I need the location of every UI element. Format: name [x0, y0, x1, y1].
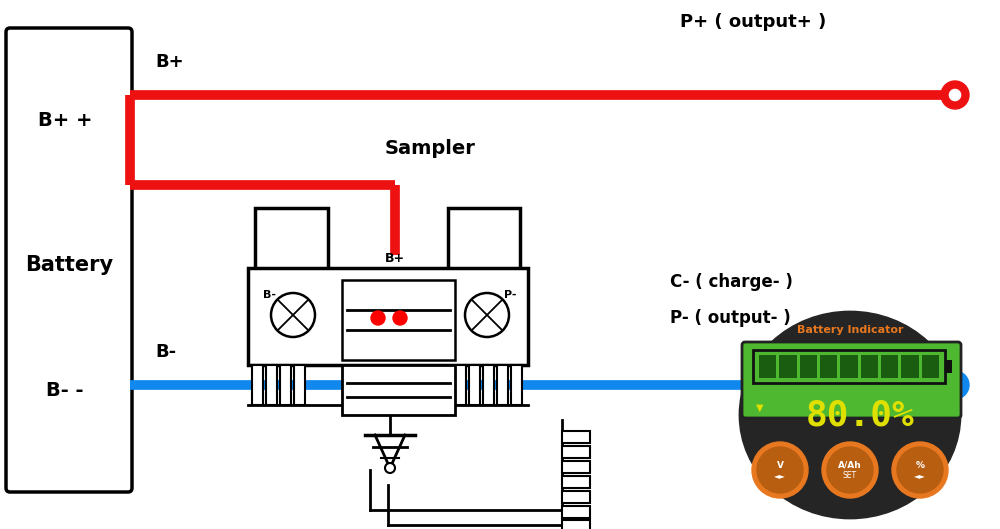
FancyBboxPatch shape	[255, 208, 328, 272]
Circle shape	[822, 442, 878, 498]
Bar	[800, 355, 817, 378]
Bar	[759, 355, 776, 378]
Circle shape	[892, 442, 948, 498]
Bar	[840, 355, 858, 378]
Circle shape	[385, 463, 395, 473]
Text: ◄►: ◄►	[914, 471, 926, 480]
Text: ▼: ▼	[756, 403, 764, 413]
FancyBboxPatch shape	[342, 365, 455, 415]
Circle shape	[949, 89, 961, 101]
Bar	[455, 365, 466, 405]
Bar	[861, 355, 878, 378]
Bar	[266, 365, 277, 405]
Text: ◄►: ◄►	[774, 471, 786, 480]
Text: V: V	[776, 461, 784, 470]
Bar	[294, 365, 305, 405]
Circle shape	[941, 81, 969, 109]
Bar	[562, 491, 590, 503]
FancyBboxPatch shape	[753, 350, 945, 383]
Text: B-: B-	[155, 343, 176, 361]
Bar	[562, 476, 590, 488]
FancyBboxPatch shape	[342, 280, 455, 360]
Bar	[562, 520, 590, 529]
FancyBboxPatch shape	[248, 268, 528, 365]
Text: Battery: Battery	[25, 255, 113, 275]
Text: B+: B+	[155, 53, 184, 71]
FancyBboxPatch shape	[6, 28, 132, 492]
Circle shape	[897, 447, 943, 493]
Bar	[562, 446, 590, 458]
Bar	[820, 355, 837, 378]
Text: B- -: B- -	[46, 380, 84, 399]
Text: P-: P-	[504, 290, 516, 300]
Bar	[511, 365, 522, 405]
Text: Battery Indicator: Battery Indicator	[797, 325, 903, 335]
Text: P- ( output- ): P- ( output- )	[670, 309, 791, 327]
Circle shape	[371, 311, 385, 325]
Bar	[497, 365, 508, 405]
Bar	[483, 365, 494, 405]
Text: B-: B-	[264, 290, 276, 300]
Circle shape	[949, 379, 961, 390]
Bar	[922, 355, 939, 378]
Text: P+ ( output+ ): P+ ( output+ )	[680, 13, 826, 31]
Bar	[252, 365, 263, 405]
Text: B+: B+	[385, 251, 405, 264]
Bar	[562, 461, 590, 473]
Text: B+ +: B+ +	[38, 111, 92, 130]
Bar	[562, 506, 590, 518]
Text: 80.0%: 80.0%	[806, 398, 914, 432]
Ellipse shape	[739, 312, 961, 518]
Bar	[779, 355, 797, 378]
FancyBboxPatch shape	[742, 342, 961, 418]
Bar	[945, 360, 952, 373]
Circle shape	[941, 371, 969, 399]
Text: Sampler: Sampler	[385, 139, 475, 158]
Bar	[881, 355, 898, 378]
Text: %: %	[916, 461, 924, 470]
FancyBboxPatch shape	[448, 208, 520, 272]
Bar	[280, 365, 291, 405]
Text: A/Ah: A/Ah	[838, 461, 862, 470]
Circle shape	[752, 442, 808, 498]
Circle shape	[757, 447, 803, 493]
Circle shape	[827, 447, 873, 493]
Bar	[562, 431, 590, 443]
Text: C- ( charge- ): C- ( charge- )	[670, 273, 793, 291]
Circle shape	[393, 311, 407, 325]
Bar	[901, 355, 919, 378]
Text: SET: SET	[843, 471, 857, 480]
Bar	[469, 365, 480, 405]
